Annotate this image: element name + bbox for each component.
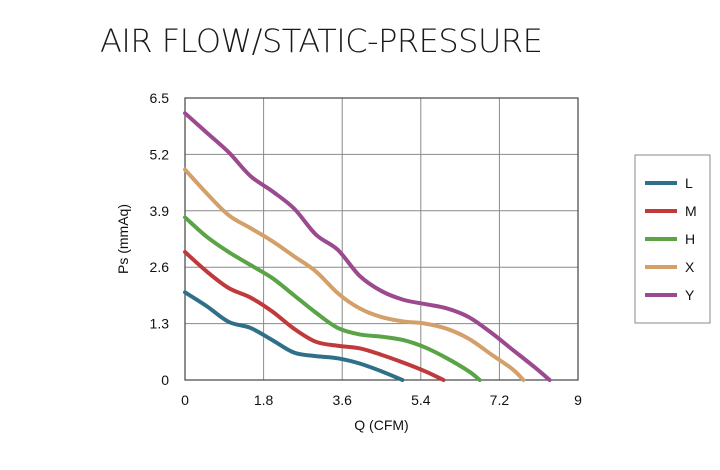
y-tick-label: 3.9 (150, 203, 170, 219)
series-line-h (183, 215, 482, 382)
grid-lines (185, 98, 578, 380)
tick-labels: 0 1.8 3.6 5.4 7.2 9 0 1.3 2.6 3.9 5.2 6.5 (150, 90, 583, 408)
legend-label-h: H (685, 231, 695, 247)
series-line-m (183, 250, 446, 382)
x-tick-label: 0 (181, 392, 189, 408)
axis-labels: Q (CFM) Ps (mmAq) (115, 204, 409, 433)
series-line-y (183, 111, 552, 382)
x-tick-label: 3.6 (332, 392, 352, 408)
x-axis-label: Q (CFM) (354, 417, 408, 433)
x-tick-label: 5.4 (411, 392, 431, 408)
y-axis-label: Ps (mmAq) (115, 204, 131, 274)
x-tick-label: 7.2 (490, 392, 510, 408)
x-tick-label: 1.8 (254, 392, 274, 408)
series-line-x (183, 167, 526, 382)
x-tick-label: 9 (574, 392, 582, 408)
chart-title: AIR FLOW/STATIC-PRESSURE (100, 22, 543, 60)
legend-label-y: Y (685, 287, 695, 303)
series-lines (183, 111, 552, 382)
y-tick-label: 2.6 (150, 259, 170, 275)
legend-label-x: X (685, 259, 695, 275)
legend-label-l: L (685, 175, 693, 191)
plot-frame (184, 97, 579, 381)
y-tick-label: 6.5 (150, 90, 170, 106)
legend-label-m: M (685, 203, 697, 219)
plot-border (184, 97, 579, 381)
y-tick-label: 1.3 (150, 316, 170, 332)
y-tick-label: 5.2 (150, 146, 170, 162)
series-line-l (183, 290, 405, 382)
y-tick-label: 0 (161, 372, 169, 388)
